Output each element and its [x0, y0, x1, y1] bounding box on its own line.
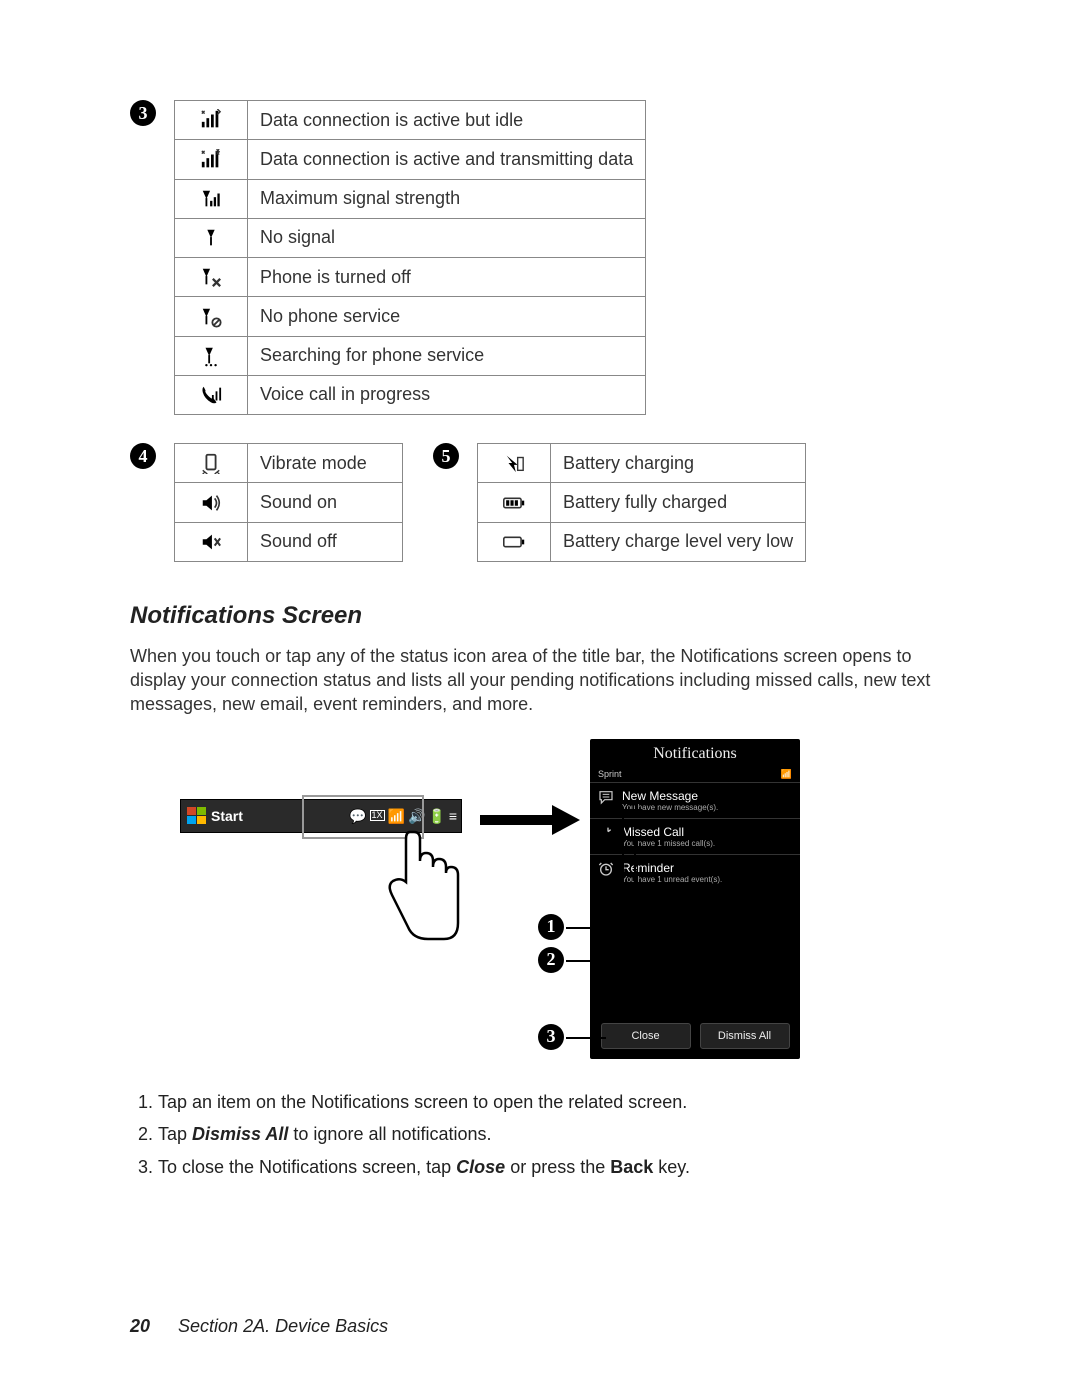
callout-4: 4	[130, 443, 156, 469]
battery-low-icon	[503, 531, 525, 551]
notif-item-title: New Message	[622, 789, 718, 803]
notif-item-title: Missed Call	[622, 825, 715, 839]
searching-icon	[200, 345, 222, 365]
desc: Data connection is active and transmitti…	[248, 140, 646, 179]
no-service-icon	[200, 305, 222, 325]
desc: Maximum signal strength	[248, 179, 646, 218]
section-heading: Notifications Screen	[130, 602, 950, 630]
windows-flag-icon	[187, 807, 207, 825]
callout-3: 3	[130, 100, 156, 126]
page-number: 20	[130, 1316, 150, 1336]
step-1: Tap an item on the Notifications screen …	[158, 1087, 950, 1118]
sound-on-icon	[200, 491, 222, 511]
reminder-icon	[598, 861, 614, 880]
arrow-icon	[480, 805, 580, 835]
icon-table-3: Data connection is active but idle Data …	[174, 100, 646, 415]
desc: Battery charging	[551, 444, 806, 483]
desc: No signal	[248, 218, 646, 257]
phone-off-icon	[200, 266, 222, 286]
desc: Data connection is active but idle	[248, 101, 646, 140]
signal-mini-icon: 📶	[781, 769, 792, 780]
notif-title: Notifications	[590, 739, 800, 767]
battery-charging-icon	[503, 452, 525, 472]
carrier-label: Sprint	[598, 769, 622, 779]
desc: Sound off	[248, 522, 403, 561]
callout-5: 5	[433, 443, 459, 469]
notif-item-sub: You have 1 unread event(s).	[622, 875, 722, 884]
desc: Phone is turned off	[248, 258, 646, 297]
page-footer: 20 Section 2A. Device Basics	[130, 1316, 388, 1337]
sound-off-icon	[200, 531, 222, 551]
notifications-diagram: Start 💬 1X 📶 🔊 🔋 ≡ Notifications Sprint📶…	[180, 739, 950, 1069]
diagram-callout-3: 3	[538, 1024, 564, 1050]
section-label: Section 2A. Device Basics	[178, 1316, 388, 1336]
status-battery-icon: 🔋	[428, 809, 445, 823]
close-button[interactable]: Close	[601, 1023, 691, 1049]
desc: Battery charge level very low	[551, 522, 806, 561]
tap-hand-icon	[380, 827, 470, 947]
diagram-callout-2: 2	[538, 947, 564, 973]
desc: No phone service	[248, 297, 646, 336]
data-idle-icon	[200, 109, 222, 129]
desc: Voice call in progress	[248, 375, 646, 414]
diagram-callout-1: 1	[538, 914, 564, 940]
desc: Battery fully charged	[551, 483, 806, 522]
no-signal-icon	[200, 227, 222, 247]
icon-table-4: Vibrate mode Sound on Sound off	[174, 443, 403, 562]
desc: Searching for phone service	[248, 336, 646, 375]
status-menu-icon: ≡	[449, 809, 457, 823]
desc: Vibrate mode	[248, 444, 403, 483]
step-2: Tap Dismiss All to ignore all notificati…	[158, 1119, 950, 1150]
battery-full-icon	[503, 491, 525, 511]
desc: Sound on	[248, 483, 403, 522]
section-body: When you touch or tap any of the status …	[130, 644, 950, 717]
notif-item-title: Reminder	[622, 861, 722, 875]
start-label: Start	[211, 808, 243, 824]
dismiss-all-button[interactable]: Dismiss All	[700, 1023, 790, 1049]
signal-max-icon	[200, 188, 222, 208]
message-icon	[598, 789, 614, 808]
vibrate-icon	[200, 452, 222, 472]
data-tx-icon	[200, 148, 222, 168]
icon-table-5: Battery charging Battery fully charged B…	[477, 443, 806, 562]
call-active-icon	[200, 384, 222, 404]
steps-list: Tap an item on the Notifications screen …	[130, 1087, 950, 1183]
step-3: To close the Notifications screen, tap C…	[158, 1152, 950, 1183]
missed-call-icon	[598, 825, 614, 844]
